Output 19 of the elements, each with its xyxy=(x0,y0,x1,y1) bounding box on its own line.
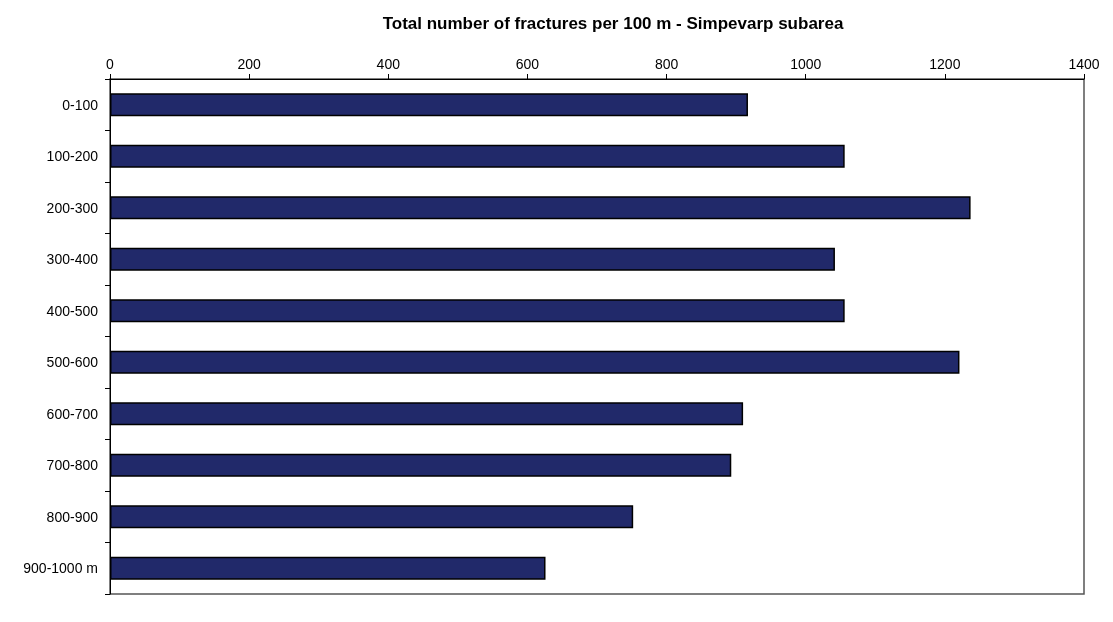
x-tick-label: 800 xyxy=(654,56,679,72)
x-tick-label: 400 xyxy=(376,56,401,72)
x-tick-label: 600 xyxy=(515,56,540,72)
y-tick-label: 400-500 xyxy=(46,302,99,319)
x-tick-label: 1200 xyxy=(929,56,961,72)
y-tick-label: 500-600 xyxy=(46,354,99,371)
y-tick-label: 100-200 xyxy=(46,148,99,165)
y-tick-label: 200-300 xyxy=(46,199,99,216)
y-tick-label: 700-800 xyxy=(46,457,99,474)
y-tick-label: 0-100 xyxy=(62,96,99,113)
chart-title: Total number of fractures per 100 m - Simpevarp subarea xyxy=(382,14,844,33)
y-tick-label: 800-900 xyxy=(46,508,99,525)
y-tick-label: 600-700 xyxy=(46,405,99,422)
y-tick-label: 300-400 xyxy=(46,251,99,268)
x-tick-label: 1400 xyxy=(1068,56,1100,72)
x-tick-label: 0 xyxy=(106,56,115,72)
x-tick-label: 1000 xyxy=(790,56,822,72)
y-tick-label: 900-1000 m xyxy=(23,560,98,577)
x-tick-label: 200 xyxy=(237,56,262,72)
